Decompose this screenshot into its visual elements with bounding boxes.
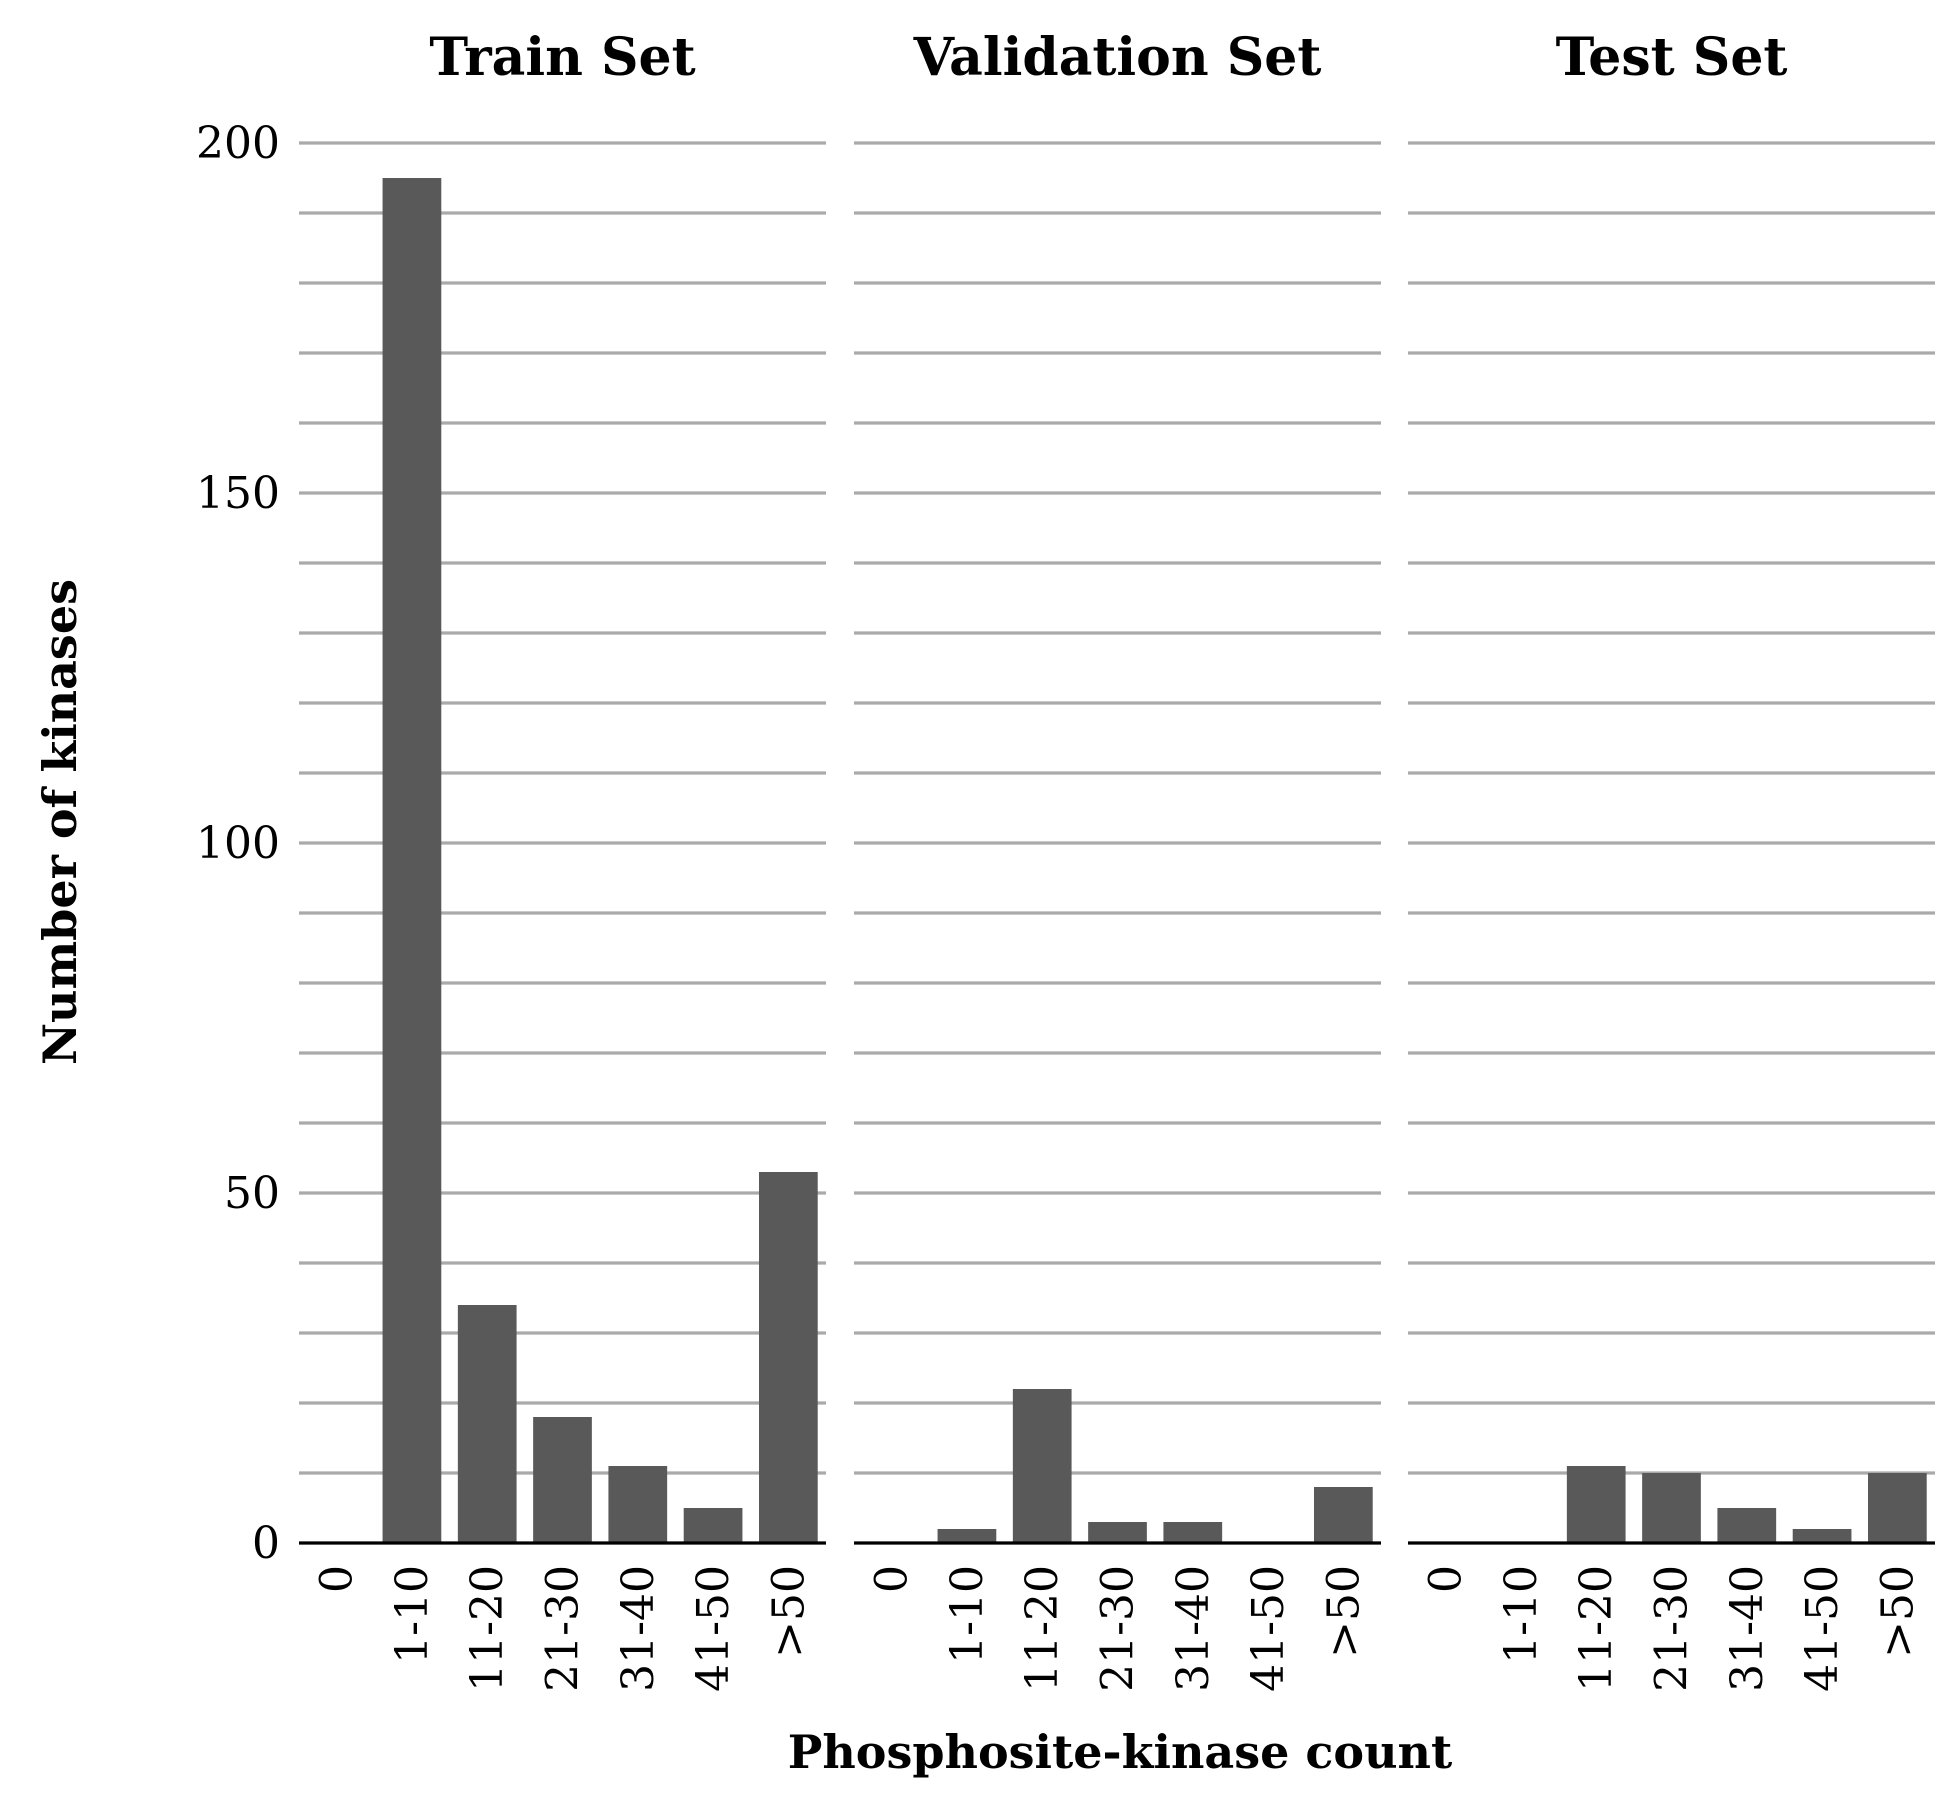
bar-test-set-2 bbox=[1566, 1466, 1626, 1543]
x-tick-label: 41-50 bbox=[1243, 1565, 1294, 1692]
bar-train-set-6 bbox=[758, 1172, 818, 1543]
bar-test-set-6 bbox=[1867, 1473, 1927, 1543]
bar-train-set-2 bbox=[457, 1305, 517, 1543]
x-tick-label: 21-30 bbox=[1093, 1565, 1144, 1692]
x-tick-label: 21-30 bbox=[538, 1565, 589, 1692]
panel-validation-set: Validation Set 0 1-10 11-20 21-30 31-40 41-50 >… bbox=[854, 27, 1381, 1692]
x-tick-label: 31-40 bbox=[1168, 1565, 1219, 1692]
bar-train-set-3 bbox=[533, 1417, 592, 1543]
x-tick-label: 1-10 bbox=[387, 1565, 438, 1664]
bar-validation-set-1 bbox=[937, 1529, 997, 1543]
bar-train-set-5 bbox=[683, 1508, 743, 1543]
y-tick-label: 50 bbox=[224, 1168, 280, 1219]
x-tick-label: 41-50 bbox=[1797, 1565, 1848, 1692]
panel-train-set: Train Set 0 1-10 11-20 21-30 31-40 41-50 >50 bbox=[299, 27, 826, 1692]
x-axis-label: Phosphosite-kinase count bbox=[788, 1725, 1453, 1779]
x-tick-label: 31-40 bbox=[613, 1565, 664, 1692]
x-tick-label: 41-50 bbox=[688, 1565, 739, 1692]
x-tick-label: 1-10 bbox=[942, 1565, 993, 1664]
bar-train-set-4 bbox=[608, 1466, 668, 1543]
x-tick-label: 11-20 bbox=[1571, 1565, 1622, 1692]
panel-title: Test Set bbox=[1556, 27, 1788, 88]
x-tick-label: 1-10 bbox=[1496, 1565, 1547, 1664]
panel-title: Train Set bbox=[429, 27, 695, 88]
y-tick-label: 200 bbox=[196, 118, 280, 169]
bar-test-set-4 bbox=[1717, 1508, 1777, 1543]
x-tick-label: 0 bbox=[867, 1565, 918, 1593]
y-tick-label: 150 bbox=[196, 468, 280, 519]
y-tick-label: 100 bbox=[196, 818, 280, 869]
x-tick-label: 11-20 bbox=[1017, 1565, 1068, 1692]
bar-validation-set-4 bbox=[1163, 1522, 1223, 1543]
x-tick-label: 31-40 bbox=[1722, 1565, 1773, 1692]
x-tick-label: >50 bbox=[1318, 1565, 1369, 1658]
panel-test-set: Test Set 0 1-10 11-20 21-30 31-40 41-50 >50 bbox=[1408, 27, 1935, 1692]
y-tick-label: 0 bbox=[252, 1518, 280, 1569]
x-tick-label: >50 bbox=[763, 1565, 814, 1658]
x-tick-label: >50 bbox=[1872, 1565, 1923, 1658]
bar-validation-set-3 bbox=[1088, 1522, 1147, 1543]
bar-test-set-3 bbox=[1642, 1473, 1701, 1543]
bar-validation-set-2 bbox=[1012, 1389, 1072, 1543]
x-tick-label: 0 bbox=[1421, 1565, 1472, 1593]
x-tick-label: 21-30 bbox=[1647, 1565, 1698, 1692]
y-axis-label: Number of kinases bbox=[33, 579, 87, 1065]
bar-test-set-5 bbox=[1792, 1529, 1852, 1543]
x-tick-label: 0 bbox=[312, 1565, 363, 1593]
x-tick-label: 11-20 bbox=[462, 1565, 513, 1692]
bar-validation-set-6 bbox=[1313, 1487, 1373, 1543]
bar-train-set-1 bbox=[382, 178, 442, 1543]
panel-title: Validation Set bbox=[913, 27, 1322, 88]
